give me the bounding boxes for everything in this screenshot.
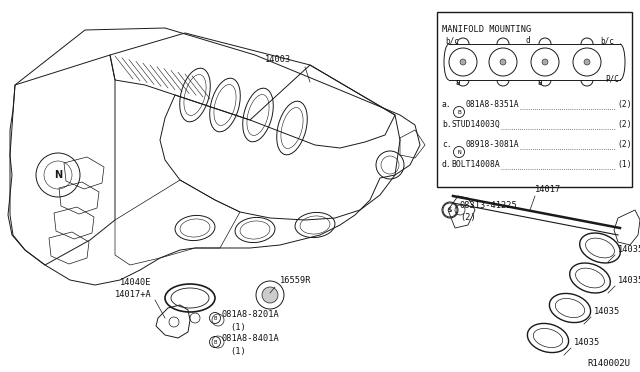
Text: 14017: 14017 <box>535 185 561 194</box>
Text: MANIFOLD MOUNTING: MANIFOLD MOUNTING <box>442 25 531 34</box>
Text: 16559R: 16559R <box>280 276 312 285</box>
Circle shape <box>262 287 278 303</box>
Text: B: B <box>213 315 216 321</box>
Text: (2): (2) <box>460 213 476 222</box>
Text: N: N <box>457 150 461 154</box>
Text: (2): (2) <box>617 100 632 109</box>
Text: (1): (1) <box>230 347 246 356</box>
Text: 14035: 14035 <box>618 276 640 285</box>
Circle shape <box>584 59 590 65</box>
Circle shape <box>460 59 466 65</box>
Text: 14035: 14035 <box>574 338 600 347</box>
Circle shape <box>531 48 559 76</box>
Text: 081A8-8351A: 081A8-8351A <box>465 100 518 109</box>
Text: 14017+A: 14017+A <box>115 290 152 299</box>
Text: 14040E: 14040E <box>120 278 152 287</box>
Text: (2): (2) <box>617 120 632 129</box>
Text: b.: b. <box>442 120 452 129</box>
Text: S: S <box>448 208 452 212</box>
Text: (2): (2) <box>617 140 632 149</box>
Text: a: a <box>537 78 541 87</box>
Text: N: N <box>54 170 62 180</box>
Text: B: B <box>213 340 216 344</box>
Text: 08918-3081A: 08918-3081A <box>465 140 518 149</box>
Text: 081A8-8201A: 081A8-8201A <box>222 310 280 319</box>
Text: b/c: b/c <box>445 36 459 45</box>
Text: c.: c. <box>442 140 452 149</box>
Text: b/c: b/c <box>600 36 614 45</box>
Text: 08313-41225: 08313-41225 <box>460 201 518 210</box>
Text: STUD14003Q: STUD14003Q <box>451 120 500 129</box>
Text: BOLT14008A: BOLT14008A <box>451 160 500 169</box>
Text: 14035: 14035 <box>618 245 640 254</box>
Text: (1): (1) <box>617 160 632 169</box>
Text: a: a <box>455 78 460 87</box>
Text: d: d <box>525 36 530 45</box>
Text: 081A8-8401A: 081A8-8401A <box>222 334 280 343</box>
Text: d.: d. <box>442 160 452 169</box>
Text: a.: a. <box>442 100 452 109</box>
Text: 14003: 14003 <box>265 55 291 64</box>
Text: B: B <box>457 109 461 115</box>
Text: (1): (1) <box>230 323 246 332</box>
Circle shape <box>449 48 477 76</box>
Text: 14035: 14035 <box>594 307 620 316</box>
Circle shape <box>500 59 506 65</box>
Circle shape <box>542 59 548 65</box>
Text: R140002U: R140002U <box>587 359 630 368</box>
Circle shape <box>489 48 517 76</box>
Text: S: S <box>448 207 452 213</box>
FancyBboxPatch shape <box>437 12 632 187</box>
Text: P/C: P/C <box>605 75 619 84</box>
Circle shape <box>573 48 601 76</box>
